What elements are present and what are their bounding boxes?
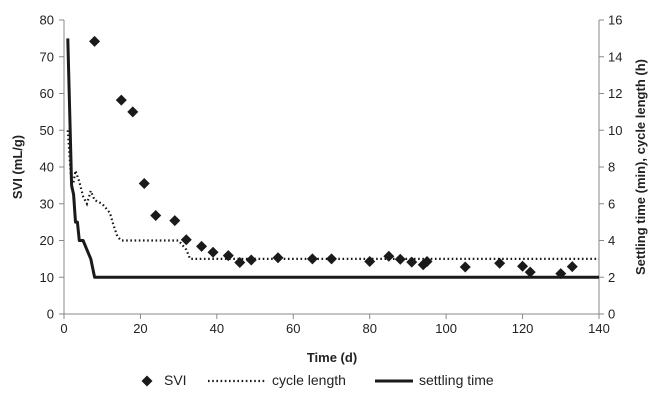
y2-tick-label: 2 <box>608 270 615 285</box>
y-tick-label: 0 <box>47 307 54 322</box>
plot-area: 0 20 40 60 80 100 120 1400102030405060708002468… <box>40 13 623 337</box>
svi-point <box>517 260 529 272</box>
y2-tick-label: 4 <box>608 233 615 248</box>
svi-point <box>207 246 219 258</box>
x-tick-label: 120 <box>512 321 534 336</box>
svi-point <box>150 210 162 222</box>
legend-label: SVI <box>164 372 187 388</box>
svi-point <box>306 253 318 265</box>
x-tick-label: 100 <box>435 321 457 336</box>
svi-point <box>127 106 139 118</box>
svi-point <box>383 250 395 262</box>
legend-item: settling time <box>375 372 494 388</box>
legend-item: cycle length <box>208 372 346 388</box>
x-tick-label: 20 <box>133 321 147 336</box>
y2-tick-label: 0 <box>608 307 615 322</box>
svi-point <box>524 266 536 278</box>
y-tick-label: 50 <box>40 123 54 138</box>
legend-label: cycle length <box>272 372 346 388</box>
svi-point <box>115 94 127 106</box>
svi-point <box>406 256 418 268</box>
y-tick-label: 10 <box>40 270 54 285</box>
x-tick-label: 0 <box>60 321 67 336</box>
svi-point <box>89 35 101 47</box>
y2-axis-title: Settling time (min), cycle length (h) <box>633 59 648 275</box>
y-tick-label: 30 <box>40 196 54 211</box>
svi-point <box>272 252 284 264</box>
y-tick-label: 70 <box>40 49 54 64</box>
y-tick-label: 20 <box>40 233 54 248</box>
y-tick-label: 60 <box>40 86 54 101</box>
x-tick-label: 40 <box>210 321 224 336</box>
legend: SVI cycle length settling time <box>141 372 494 388</box>
svi-point <box>394 253 406 265</box>
legend-marker-svi <box>141 375 153 387</box>
y-axis-title: SVI (mL/g) <box>10 135 25 199</box>
legend-label: settling time <box>419 372 494 388</box>
y-tick-label: 40 <box>40 160 54 175</box>
x-tick-label: 140 <box>588 321 610 336</box>
svi-point <box>364 255 376 267</box>
svi-point <box>169 215 181 227</box>
svi-point <box>234 257 246 269</box>
svi-point <box>459 261 471 273</box>
y2-tick-label: 14 <box>608 49 622 64</box>
y-tick-label: 80 <box>40 13 54 28</box>
y2-tick-label: 10 <box>608 123 622 138</box>
x-tick-label: 80 <box>362 321 376 336</box>
svi-point <box>421 255 433 267</box>
svi-point <box>494 257 506 269</box>
svi-point <box>566 261 578 273</box>
y2-tick-label: 6 <box>608 196 615 211</box>
settling-time-line <box>66 38 599 279</box>
y2-tick-label: 8 <box>608 160 615 175</box>
svi-point <box>222 250 234 262</box>
x-axis-title: Time (d) <box>307 350 357 365</box>
svi-point <box>138 178 150 190</box>
svi-point <box>196 240 208 252</box>
x-tick-label: 60 <box>286 321 300 336</box>
svi-point <box>180 234 192 246</box>
cycle-length-line <box>66 130 599 260</box>
y2-tick-label: 12 <box>608 86 622 101</box>
legend-item: SVI <box>141 372 187 388</box>
y2-tick-label: 16 <box>608 13 622 28</box>
